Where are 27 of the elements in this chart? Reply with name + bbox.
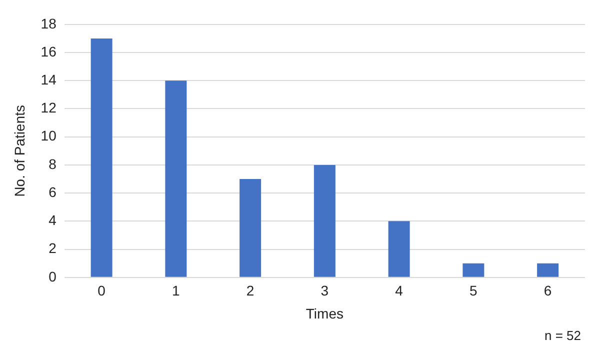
y-tick-label: 10: [40, 128, 57, 144]
bar: [314, 164, 336, 277]
x-tick-label: 5: [470, 282, 478, 299]
y-tick-label: 6: [48, 184, 57, 200]
x-tick-label: 2: [246, 282, 254, 299]
x-tick-label: 4: [395, 282, 404, 299]
x-tick-label: 0: [98, 282, 106, 299]
x-axis-title: Times: [306, 305, 344, 322]
y-tick-label: 16: [40, 43, 57, 60]
y-tick-label: 2: [48, 240, 57, 256]
y-tick-label: 4: [48, 212, 57, 228]
bar: [462, 263, 484, 277]
text: n = 52: [544, 328, 581, 344]
bar: [240, 179, 262, 277]
bar: [165, 80, 187, 277]
bar: [90, 38, 112, 277]
y-tick-label: 18: [40, 15, 57, 32]
y-tick-label: 8: [48, 156, 57, 172]
x-tick-label: 1: [172, 282, 180, 299]
bar: [388, 221, 410, 277]
y-tick-label: 12: [40, 100, 57, 116]
y-tick-label: 14: [40, 71, 57, 88]
y-axis-title: No. of Patients: [11, 104, 28, 197]
y-tick-label: 0: [48, 268, 57, 284]
x-tick-label: 3: [320, 282, 329, 299]
x-tick-label: 6: [544, 282, 552, 299]
bar: [537, 263, 559, 277]
